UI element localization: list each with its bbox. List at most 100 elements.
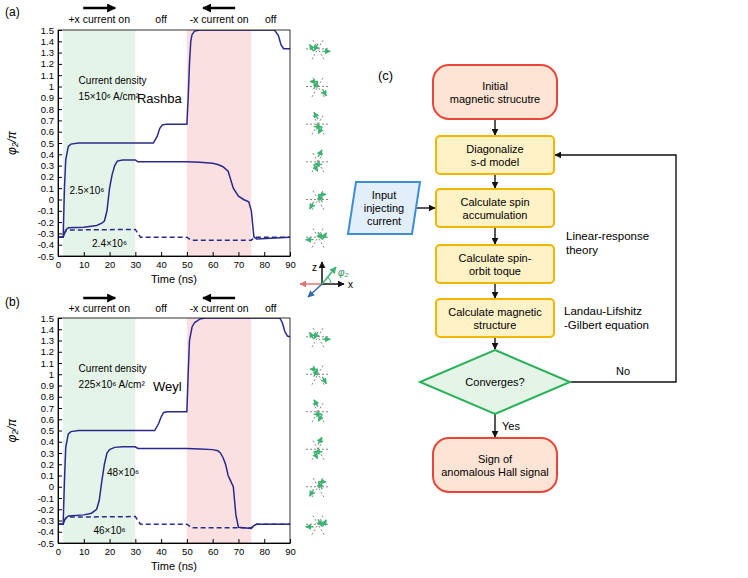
spin-arrow [322, 89, 326, 96]
lattice-line [312, 151, 324, 172]
y-tick-mark [58, 87, 62, 88]
y-tick-mark [58, 211, 62, 212]
lattice-line [312, 439, 324, 460]
y-tick-label: 0.8 [41, 391, 54, 402]
x-tick-mark [213, 539, 214, 543]
y-tick: -0.1 [38, 205, 62, 216]
x-tick: 40 [156, 539, 167, 557]
spin-arrow [310, 369, 318, 370]
spin-arrow [310, 202, 314, 209]
node-shape [436, 189, 554, 227]
x-tick: 30 [131, 539, 142, 557]
spin-configuration [306, 189, 330, 210]
annotation: Current density [79, 363, 147, 374]
spin-arrow [318, 414, 322, 421]
y-tick-label: 1.2 [41, 58, 54, 69]
panel-label: (c) [378, 68, 393, 83]
x-tick: 70 [234, 539, 245, 557]
spin-arrow [314, 414, 322, 415]
spin-arrow [306, 239, 314, 240]
y-tick-label: 1.3 [41, 335, 54, 346]
y-tick: 1.1 [41, 358, 62, 369]
series-label: 46×10⁶ [93, 525, 125, 536]
y-tick-label: -0.4 [38, 239, 54, 250]
y-tick: -0.5 [38, 538, 62, 549]
side-note: theory [566, 244, 598, 256]
side-note: Landau-Lifshitz [564, 305, 642, 317]
x-axis: 0102030405060708090 [56, 539, 296, 557]
y-tick: 0.2 [41, 459, 62, 470]
y-tick-mark [58, 521, 62, 522]
x-tick-mark [187, 539, 188, 543]
y-tick: 0.3 [41, 448, 62, 459]
x-tick-label: 70 [234, 546, 245, 557]
y-tick-mark [58, 98, 62, 99]
series-line [58, 160, 290, 239]
edge-label: Yes [502, 420, 520, 432]
x-tick-label: 30 [131, 546, 142, 557]
node-shape [420, 350, 570, 414]
phase-label: +x current on [68, 13, 130, 25]
y-tick: 0.4 [41, 149, 62, 160]
panel-label: (a) [5, 5, 20, 19]
node-label: accumulation [463, 209, 528, 221]
y-tick-label: -0.1 [38, 205, 54, 216]
y-tick: 1.2 [41, 346, 62, 357]
current-arrow [83, 7, 115, 9]
y-tick-label: 0.5 [41, 138, 54, 149]
y-tick: 1.4 [41, 324, 62, 335]
series-label: 2.5×10⁶ [69, 185, 104, 196]
node-label: s-d model [471, 156, 519, 168]
spin-arrow [318, 150, 322, 157]
series-label: 2.4×10⁶ [92, 238, 127, 249]
edge [416, 207, 435, 208]
spin-arrow [314, 112, 318, 119]
y-axis-title: φ₂/π [5, 418, 19, 443]
y-tick-mark [58, 143, 62, 144]
current-arrow [83, 297, 115, 299]
spin-configuration [306, 326, 330, 347]
y-tick: -0.4 [38, 526, 62, 537]
spin-arrow [314, 164, 318, 171]
y-tick-label: 0.6 [41, 414, 54, 425]
lattice-line [312, 189, 324, 210]
x-tick-label: 60 [208, 259, 219, 270]
y-tick: -0.2 [38, 217, 62, 228]
spin-arrow [322, 339, 330, 340]
node-shape [436, 245, 554, 283]
x-tick-mark [187, 252, 188, 256]
y-tick: 0 [49, 194, 62, 205]
y-tick-mark [58, 487, 62, 488]
y-tick-mark [58, 532, 62, 533]
lattice-line [312, 189, 324, 210]
y-tick-mark [58, 120, 62, 121]
flowchart: (c)YesNoInitialmagnetic strucutreDiagona… [348, 65, 676, 492]
x-tick: 20 [105, 539, 116, 557]
x-tick: 60 [208, 252, 219, 270]
y-tick: 0.5 [41, 425, 62, 436]
inset-arrow [300, 283, 322, 285]
node-label: Converges? [465, 376, 524, 388]
x-tick: 70 [234, 252, 245, 270]
y-tick-label: 0.2 [41, 171, 54, 182]
y-tick-label: -0.4 [38, 526, 54, 537]
x-tick-mark [290, 252, 291, 256]
y-tick-label: 1.4 [41, 324, 54, 335]
x-tick-mark [264, 539, 265, 543]
y-tick-label: 1.4 [41, 36, 54, 47]
x-tick-label: 90 [285, 259, 296, 270]
x-axis-title: Time (ns) [151, 273, 197, 285]
inset-arrow [322, 283, 344, 285]
node-label: Sign of [478, 453, 513, 465]
node-label: Calculate spin [460, 196, 529, 208]
spin-configuration [306, 364, 330, 385]
spin-configuration [306, 227, 330, 248]
y-tick-mark [58, 341, 62, 342]
y-tick-mark [58, 419, 62, 420]
current-arrow [203, 7, 235, 9]
series-line [58, 447, 290, 529]
x-tick: 50 [182, 252, 193, 270]
y-tick-label: 0.4 [41, 149, 54, 160]
lattice-line [312, 476, 324, 497]
series-label: 15×10⁶ A/cm² [79, 91, 140, 102]
